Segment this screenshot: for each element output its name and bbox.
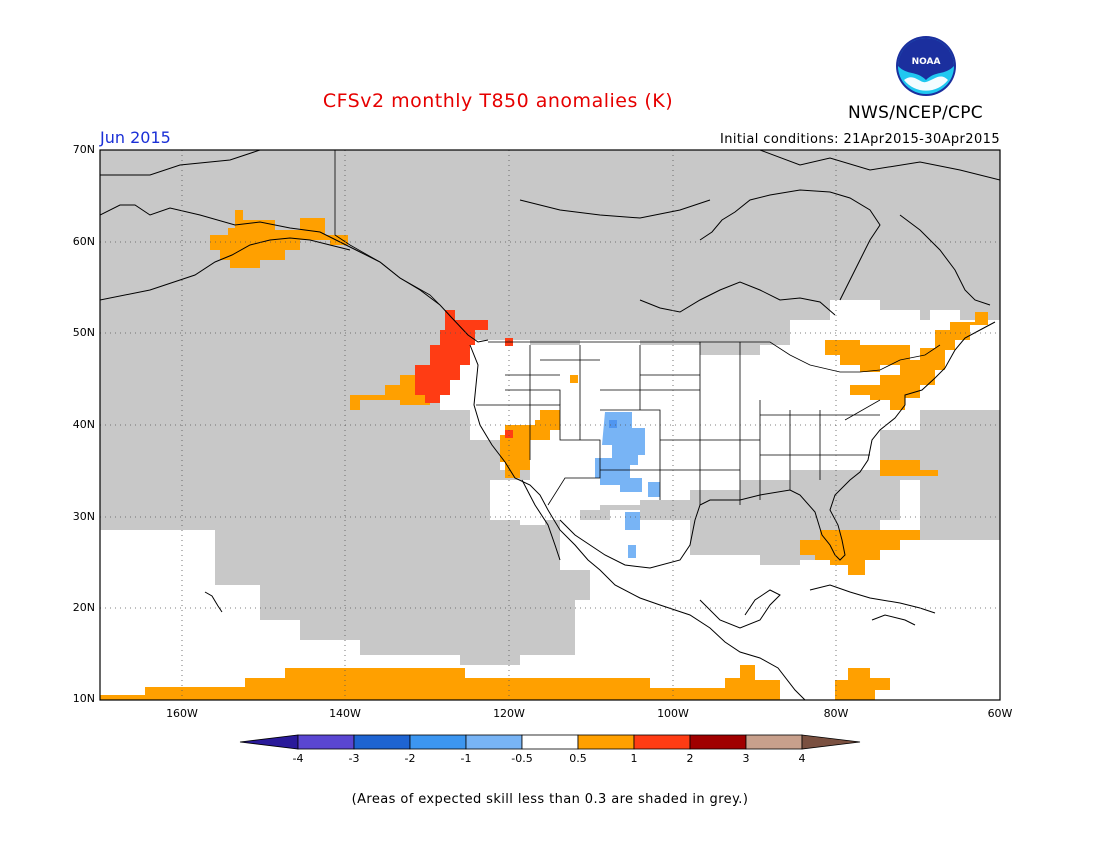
noaa-logo-text: NOAA bbox=[912, 57, 941, 67]
lon-label-60w: 60W bbox=[987, 707, 1013, 720]
colorbar-tick-label: -1 bbox=[460, 752, 472, 765]
lon-label-140w: 140W bbox=[329, 707, 361, 720]
colorbar-swatch bbox=[409, 734, 467, 750]
cool-anomaly-neg2-neg1 bbox=[609, 420, 617, 428]
colorbar-swatch bbox=[521, 734, 579, 750]
colorbar-tick-label: -2 bbox=[404, 752, 416, 765]
cool-anomaly-neg1-neg0.5 bbox=[595, 412, 660, 558]
lat-label-10n: 10N bbox=[72, 692, 95, 705]
lat-label-60n: 60N bbox=[72, 235, 95, 248]
colorbar-tick-label: 3 bbox=[742, 752, 750, 765]
colorbar-tick-label: -0.5 bbox=[511, 752, 533, 765]
lon-label-80w: 80W bbox=[823, 707, 849, 720]
map-frame bbox=[99, 149, 1001, 701]
initial-conditions-label: Initial conditions: 21Apr2015-30Apr2015 bbox=[719, 132, 1000, 147]
warm-anomaly-0.5-1 bbox=[100, 210, 988, 700]
political-boundaries bbox=[334, 150, 941, 506]
noaa-logo: NOAA bbox=[896, 36, 956, 96]
coastlines bbox=[100, 150, 1000, 700]
graticule bbox=[100, 150, 1000, 700]
colorbar-tick-label: 1 bbox=[630, 752, 638, 765]
colorbar-swatch bbox=[745, 734, 803, 750]
colorbar-tick-label: 2 bbox=[686, 752, 694, 765]
colorbar-swatch bbox=[689, 734, 747, 750]
lat-label-30n: 30N bbox=[72, 510, 95, 523]
colorbar bbox=[239, 734, 861, 750]
lon-label-160w: 160W bbox=[166, 707, 198, 720]
lon-label-100w: 100W bbox=[657, 707, 689, 720]
colorbar-swatch bbox=[577, 734, 635, 750]
colorbar-swatch bbox=[297, 734, 355, 750]
skill-footnote: (Areas of expected skill less than 0.3 a… bbox=[351, 792, 749, 807]
lon-label-120w: 120W bbox=[493, 707, 525, 720]
lat-label-70n: 70N bbox=[72, 143, 95, 156]
colorbar-swatch bbox=[633, 734, 691, 750]
colorbar-tick-label: 4 bbox=[798, 752, 806, 765]
colorbar-tick-label: -3 bbox=[348, 752, 360, 765]
colorbar-tick-label: -4 bbox=[292, 752, 304, 765]
figure-title: CFSv2 monthly T850 anomalies (K) bbox=[322, 90, 674, 112]
forecast-month-label: Jun 2015 bbox=[100, 128, 171, 147]
lat-label-40n: 40N bbox=[72, 418, 95, 431]
colorbar-arrow-low bbox=[239, 734, 299, 750]
lat-label-20n: 20N bbox=[72, 601, 95, 614]
colorbar-arrow-high bbox=[801, 734, 861, 750]
colorbar-swatch bbox=[465, 734, 523, 750]
organization-label: NWS/NCEP/CPC bbox=[848, 103, 983, 123]
colorbar-swatch bbox=[353, 734, 411, 750]
colorbar-tick-label: 0.5 bbox=[569, 752, 587, 765]
lat-label-50n: 50N bbox=[72, 326, 95, 339]
